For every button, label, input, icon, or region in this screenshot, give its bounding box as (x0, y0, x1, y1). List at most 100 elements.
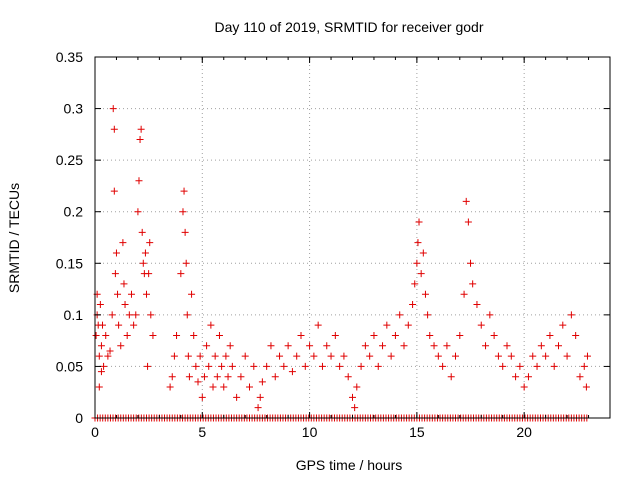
data-point (374, 362, 382, 370)
data-point (102, 331, 110, 339)
data-point (115, 321, 123, 329)
data-point (411, 280, 419, 288)
data-point (546, 331, 554, 339)
data-point (147, 311, 155, 319)
data-point (192, 362, 200, 370)
data-point (97, 342, 105, 350)
data-point (366, 352, 374, 360)
data-point (145, 270, 153, 278)
data-point (215, 331, 223, 339)
data-point (213, 373, 221, 381)
data-point (179, 208, 187, 216)
data-point (353, 383, 361, 391)
data-point (137, 125, 145, 133)
data-point (447, 373, 455, 381)
data-point (226, 342, 234, 350)
data-point (516, 362, 524, 370)
data-point (559, 321, 567, 329)
data-point (486, 311, 494, 319)
data-point (190, 331, 198, 339)
y-tick-label: 0.35 (56, 49, 83, 65)
data-point (188, 290, 196, 298)
chart-title: Day 110 of 2019, SRMTID for receiver god… (215, 19, 484, 35)
data-point (555, 342, 562, 350)
data-point (550, 362, 558, 370)
data-point (95, 352, 103, 360)
data-point (271, 373, 279, 381)
x-tick-label: 10 (302, 424, 318, 440)
data-point (254, 404, 262, 412)
data-point (263, 362, 271, 370)
data-point (512, 373, 520, 381)
y-axis-label: SRMTID / TECUs (6, 183, 22, 293)
data-point (576, 373, 584, 381)
y-tick-label: 0.2 (64, 204, 84, 220)
data-point (460, 290, 468, 298)
data-point (490, 331, 498, 339)
data-point (537, 342, 545, 350)
data-point (414, 239, 422, 247)
data-point (391, 331, 399, 339)
data-point (580, 362, 588, 370)
data-point (349, 393, 356, 401)
axis-ticks (94, 56, 611, 419)
data-point (141, 249, 149, 257)
data-point (207, 321, 215, 329)
data-point (276, 352, 284, 360)
data-point (184, 352, 192, 360)
data-point (456, 331, 464, 339)
data-point (344, 373, 352, 381)
data-point (314, 321, 322, 329)
data-point (233, 393, 241, 401)
data-point (218, 362, 226, 370)
data-point (529, 352, 537, 360)
data-point (452, 352, 459, 360)
data-point (400, 342, 408, 350)
data-point (563, 352, 571, 360)
data-point (108, 311, 116, 319)
x-tick-label: 20 (516, 424, 532, 440)
data-point (583, 352, 591, 360)
data-point (430, 342, 438, 350)
data-point (181, 228, 189, 236)
data-point (469, 280, 477, 288)
data-point (224, 373, 232, 381)
data-point (119, 239, 127, 247)
data-point (439, 362, 447, 370)
data-point (228, 362, 236, 370)
x-tick-label: 0 (91, 424, 99, 440)
data-points (92, 105, 591, 412)
data-point (121, 301, 129, 309)
data-point (196, 352, 204, 360)
data-point (143, 290, 150, 298)
data-point (134, 208, 142, 216)
data-point (424, 311, 432, 319)
data-point (182, 259, 190, 267)
data-point (494, 352, 502, 360)
data-point (297, 331, 305, 339)
data-point (413, 259, 421, 267)
data-point (327, 352, 335, 360)
data-point (173, 331, 181, 339)
data-point (567, 311, 575, 319)
y-tick-label: 0.15 (56, 255, 83, 271)
data-point (117, 342, 125, 350)
data-point (464, 218, 472, 226)
data-point (351, 404, 359, 412)
data-point (404, 321, 412, 329)
y-tick-labels: 0 0.05 0.1 0.15 0.2 0.25 0.3 0.35 (56, 49, 83, 426)
data-point (482, 342, 490, 350)
data-point (136, 136, 144, 144)
data-point (293, 352, 301, 360)
data-point (180, 187, 188, 195)
data-point (533, 362, 541, 370)
data-point (582, 383, 590, 391)
data-point (507, 352, 515, 360)
data-point (331, 331, 339, 339)
data-point (106, 347, 114, 355)
data-point (267, 342, 275, 350)
data-point (306, 342, 314, 350)
x-tick-labels: 0 5 10 15 20 (91, 424, 532, 440)
grid (95, 57, 610, 418)
